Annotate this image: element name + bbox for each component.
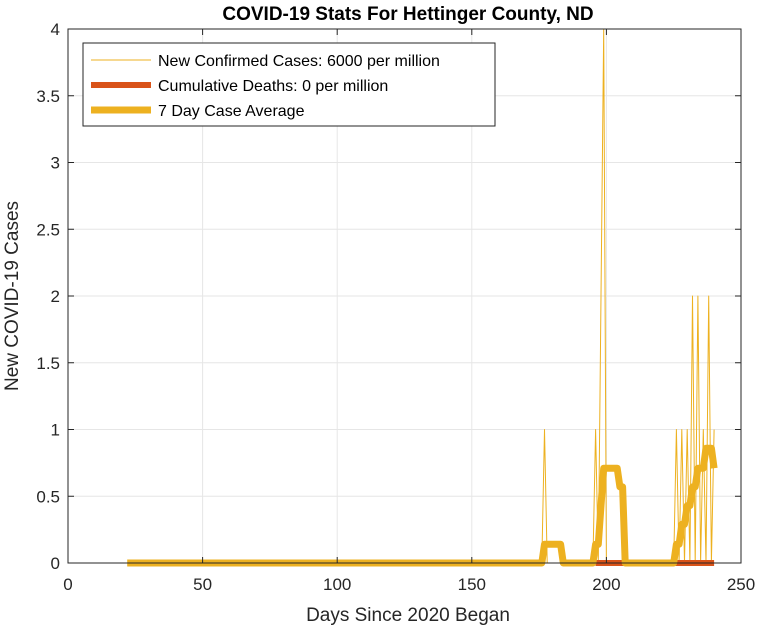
x-tick-label: 0 bbox=[63, 575, 72, 594]
legend-entry-cumulative-deaths: Cumulative Deaths: 0 per million bbox=[158, 78, 388, 95]
legend-box bbox=[82, 42, 496, 127]
x-tick-label: 150 bbox=[458, 575, 486, 594]
y-axis-label: New COVID-19 Cases bbox=[2, 201, 23, 391]
y-tick-label: 0.5 bbox=[36, 487, 60, 506]
legend: New Confirmed Cases: 6000 per million Cu… bbox=[82, 42, 496, 127]
chart-title: COVID-19 Stats For Hettinger County, ND bbox=[222, 4, 593, 25]
tick-labels: 0 50 100 150 200 250 0 0.5 1 1.5 2 2.5 3 3.5 4 bbox=[36, 20, 755, 594]
legend-entry-new-cases: New Confirmed Cases: 6000 per million bbox=[158, 53, 440, 70]
y-tick-label: 1 bbox=[51, 421, 60, 440]
y-tick-label: 2 bbox=[51, 287, 60, 306]
y-tick-label: 1.5 bbox=[36, 354, 60, 373]
y-tick-label: 0 bbox=[51, 554, 60, 573]
ticks bbox=[67, 28, 742, 564]
x-tick-label: 250 bbox=[727, 575, 755, 594]
y-tick-label: 3 bbox=[51, 154, 60, 173]
y-tick-label: 3.5 bbox=[36, 87, 60, 106]
legend-entry-7-day-average: 7 Day Case Average bbox=[158, 103, 305, 120]
x-axis-label: Days Since 2020 Began bbox=[306, 605, 510, 626]
x-tick-label: 200 bbox=[592, 575, 620, 594]
x-tick-label: 100 bbox=[323, 575, 351, 594]
y-tick-label: 2.5 bbox=[36, 220, 60, 239]
y-tick-label: 4 bbox=[51, 20, 60, 39]
x-tick-label: 50 bbox=[193, 575, 212, 594]
